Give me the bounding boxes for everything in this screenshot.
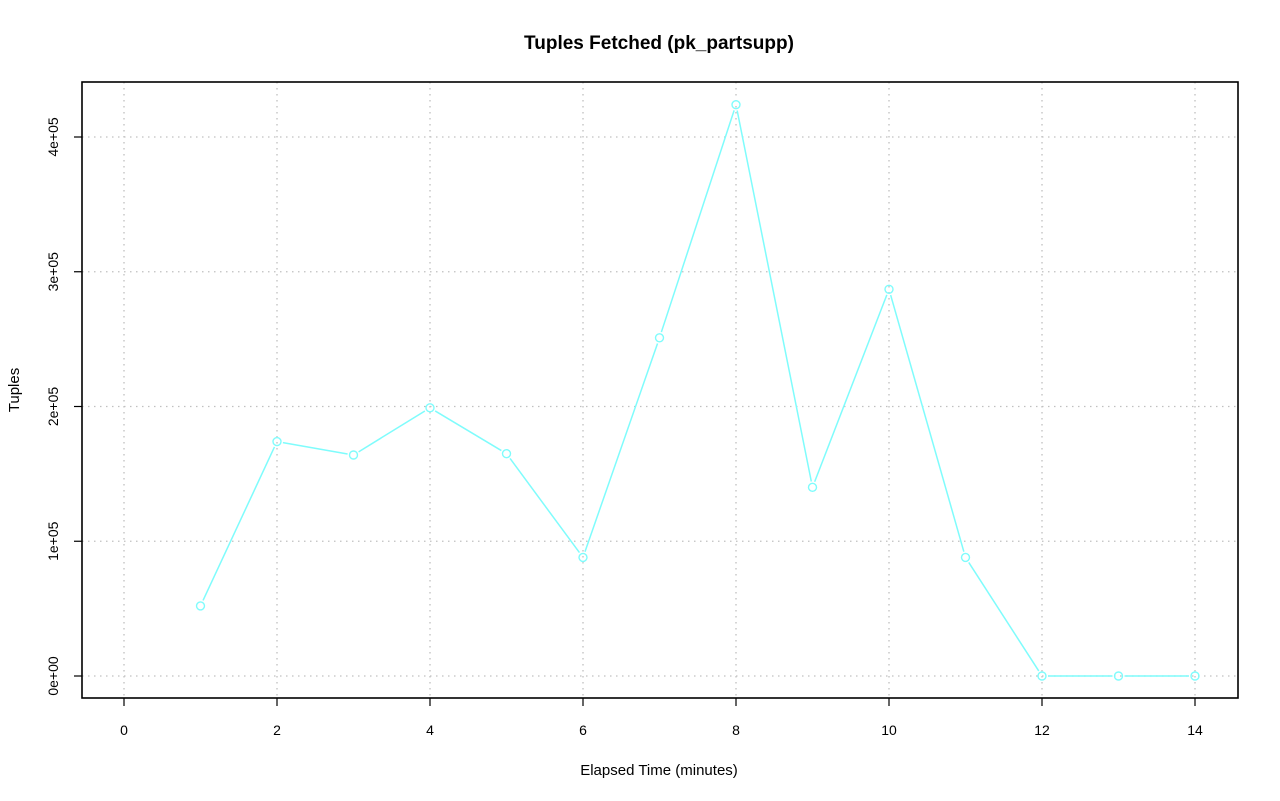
- y-tick-label: 0e+00: [45, 656, 61, 696]
- y-axis: 0e+00 1e+05 2e+05 3e+05 4e+05: [45, 117, 82, 696]
- x-tick-label: 4: [426, 722, 434, 738]
- x-tick-label: 8: [732, 722, 740, 738]
- data-point: [195, 601, 206, 611]
- data-point: [1113, 671, 1124, 681]
- data-point: [1190, 671, 1200, 681]
- series-line-segment: [282, 441, 348, 455]
- y-tick-label: 4e+05: [45, 117, 61, 157]
- y-tick-label: 1e+05: [45, 521, 61, 561]
- x-axis-label: Elapsed Time (minutes): [580, 762, 738, 779]
- data-point: [807, 482, 818, 493]
- data-point: [348, 450, 359, 460]
- x-tick-label: 2: [273, 722, 281, 738]
- x-axis: 0 2 4 6 8 10 12 14: [120, 698, 1203, 738]
- series-line-segment: [889, 294, 965, 552]
- x-tick-label: 12: [1034, 722, 1050, 738]
- series-line-segment: [509, 458, 581, 554]
- x-tick-label: 14: [1187, 722, 1203, 738]
- data-point: [654, 333, 665, 343]
- data-point: [425, 403, 435, 413]
- series-line-segment: [434, 410, 502, 452]
- x-tick-label: 6: [579, 722, 587, 738]
- series-layer: [195, 99, 1200, 681]
- data-point: [884, 284, 894, 294]
- series-line-segment: [358, 410, 426, 453]
- series-line-segment: [584, 343, 659, 553]
- data-point: [731, 99, 741, 110]
- plot-frame: [81, 81, 1239, 699]
- chart-title: Tuples Fetched (pk_partsupp): [524, 33, 794, 54]
- series-line-segment: [202, 446, 276, 601]
- x-tick-label: 10: [881, 722, 897, 738]
- grid: [82, 82, 1238, 698]
- y-tick-label: 3e+05: [45, 252, 61, 292]
- series-line-segment: [736, 110, 813, 482]
- data-point: [501, 448, 512, 459]
- data-point: [272, 436, 282, 447]
- data-point: [960, 552, 971, 563]
- series-line-segment: [660, 110, 735, 333]
- x-tick-label: 0: [120, 722, 128, 738]
- y-axis-label: Tuples: [6, 368, 23, 412]
- data-point: [578, 552, 588, 563]
- series-line-segment: [968, 562, 1040, 672]
- series-line-segment: [813, 294, 888, 483]
- data-point: [1037, 671, 1047, 681]
- y-tick-label: 2e+05: [45, 387, 61, 427]
